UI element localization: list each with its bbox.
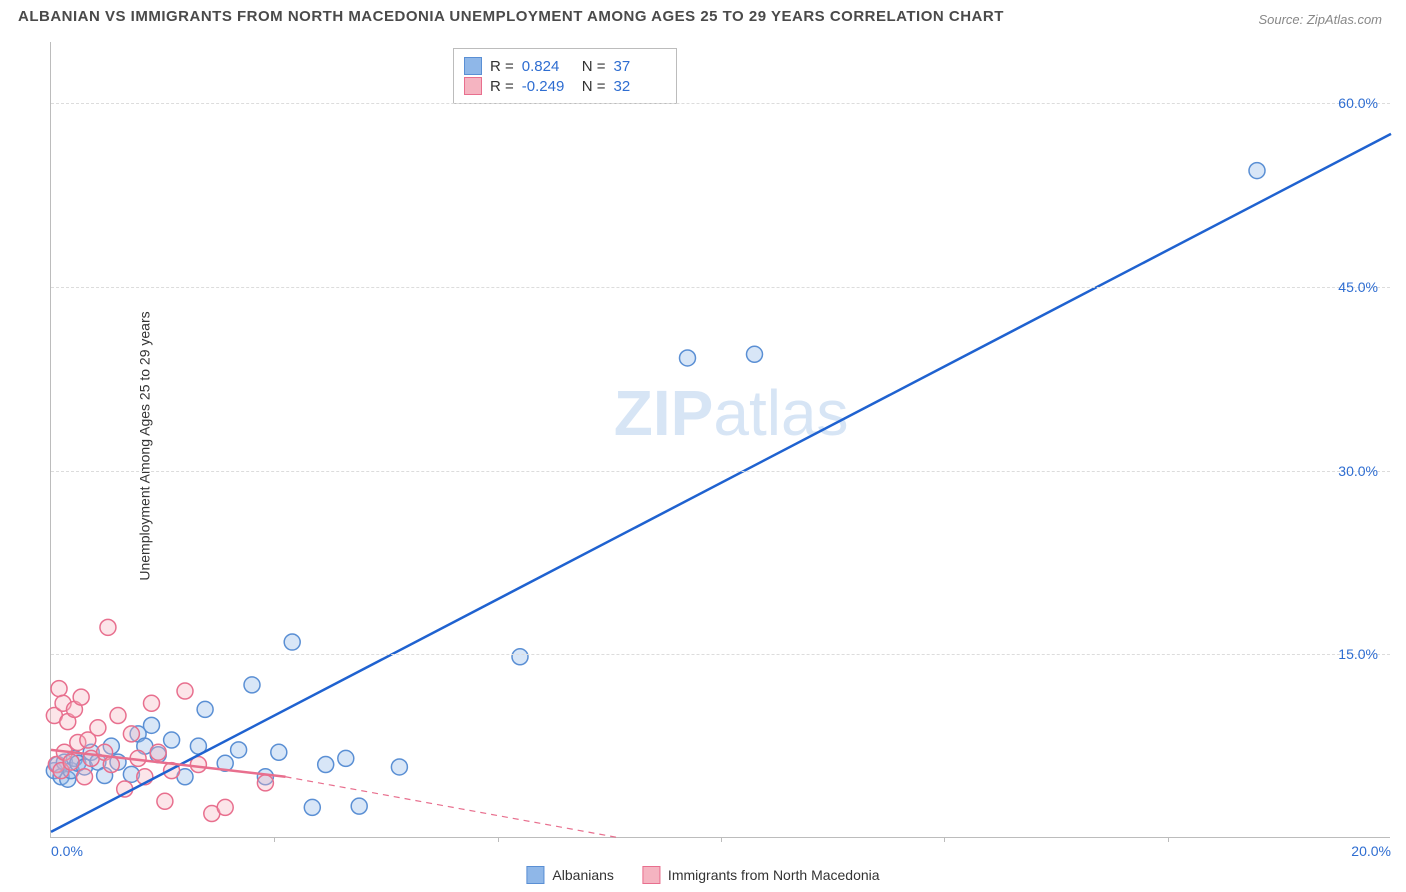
- data-point: [123, 726, 139, 742]
- x-tick-mark: [1168, 837, 1169, 842]
- data-point: [351, 798, 367, 814]
- y-tick-label: 45.0%: [1338, 279, 1378, 295]
- data-point: [177, 683, 193, 699]
- series-legend: Albanians Immigrants from North Macedonia: [526, 866, 879, 884]
- data-point: [318, 757, 334, 773]
- chart-container: ALBANIAN VS IMMIGRANTS FROM NORTH MACEDO…: [0, 0, 1406, 892]
- legend-item: Immigrants from North Macedonia: [642, 866, 880, 884]
- scatter-svg: [51, 42, 1391, 838]
- data-point: [231, 742, 247, 758]
- data-point: [77, 769, 93, 785]
- data-point: [51, 681, 67, 697]
- data-point: [144, 695, 160, 711]
- data-point: [747, 346, 763, 362]
- x-tick-mark: [274, 837, 275, 842]
- data-point: [338, 750, 354, 766]
- data-point: [257, 775, 273, 791]
- x-tick-mark: [721, 837, 722, 842]
- regression-line-extrapolated: [286, 777, 621, 838]
- y-tick-label: 15.0%: [1338, 646, 1378, 662]
- gridline: [51, 654, 1390, 655]
- data-point: [680, 350, 696, 366]
- gridline: [51, 471, 1390, 472]
- data-point: [217, 799, 233, 815]
- source-label: Source: ZipAtlas.com: [1258, 12, 1382, 27]
- data-point: [512, 649, 528, 665]
- data-point: [73, 689, 89, 705]
- x-tick-label: 20.0%: [1351, 843, 1391, 859]
- data-point: [391, 759, 407, 775]
- data-point: [103, 757, 119, 773]
- data-point: [150, 744, 166, 760]
- data-point: [110, 708, 126, 724]
- data-point: [157, 793, 173, 809]
- data-point: [244, 677, 260, 693]
- data-point: [284, 634, 300, 650]
- gridline: [51, 103, 1390, 104]
- legend-swatch: [526, 866, 544, 884]
- data-point: [271, 744, 287, 760]
- data-point: [100, 619, 116, 635]
- data-point: [90, 720, 106, 736]
- gridline: [51, 287, 1390, 288]
- data-point: [164, 732, 180, 748]
- plot-area: ZIPatlas R =0.824N =37R =-0.249N =32 15.…: [50, 42, 1390, 838]
- data-point: [63, 754, 79, 770]
- legend-label: Albanians: [552, 867, 614, 883]
- x-tick-mark: [498, 837, 499, 842]
- x-tick-label: 0.0%: [51, 843, 83, 859]
- data-point: [1249, 163, 1265, 179]
- legend-item: Albanians: [526, 866, 614, 884]
- legend-swatch: [642, 866, 660, 884]
- y-tick-label: 30.0%: [1338, 463, 1378, 479]
- data-point: [144, 717, 160, 733]
- legend-label: Immigrants from North Macedonia: [668, 867, 880, 883]
- data-point: [304, 799, 320, 815]
- y-tick-label: 60.0%: [1338, 95, 1378, 111]
- x-tick-mark: [944, 837, 945, 842]
- data-point: [197, 701, 213, 717]
- chart-title: ALBANIAN VS IMMIGRANTS FROM NORTH MACEDO…: [18, 8, 1004, 25]
- regression-line: [51, 134, 1391, 832]
